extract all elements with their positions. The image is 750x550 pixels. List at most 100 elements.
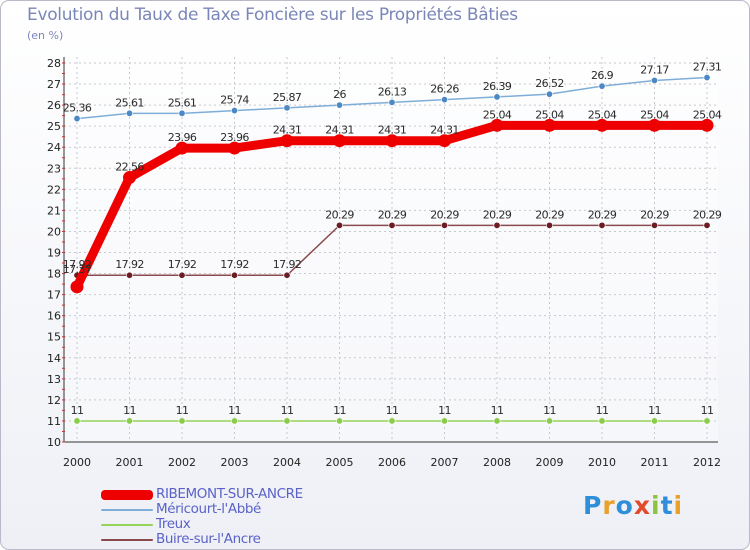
data-label: 11 <box>176 404 189 417</box>
data-label: 20.29 <box>378 208 407 221</box>
y-tick-label: 17 <box>47 289 61 302</box>
data-point-ribemont <box>385 134 399 148</box>
data-point-ribemont <box>438 134 451 148</box>
data-label: 20.29 <box>535 208 564 221</box>
data-point <box>335 417 343 425</box>
data-label: 26 <box>333 88 346 101</box>
data-point <box>493 93 501 101</box>
data-point-ribemont <box>228 141 241 155</box>
y-tick-label: 28 <box>47 57 61 70</box>
data-point <box>598 82 606 90</box>
x-tick-label: 2009 <box>536 456 564 469</box>
data-point-ribemont <box>648 118 661 132</box>
data-point <box>283 104 291 112</box>
data-label: 25.61 <box>168 96 197 109</box>
data-point <box>335 101 343 109</box>
y-tick-label: 22 <box>47 183 61 196</box>
data-label: 27.31 <box>693 61 722 74</box>
data-label: 11 <box>596 404 609 417</box>
data-label: 17.37 <box>63 263 92 276</box>
y-tick-label: 14 <box>47 352 61 365</box>
data-point <box>440 221 448 229</box>
data-label: 25.04 <box>588 108 617 121</box>
data-label: 24.31 <box>325 124 354 137</box>
data-point <box>598 221 606 229</box>
y-tick-label: 25 <box>47 120 61 133</box>
data-label: 26.26 <box>430 83 459 96</box>
data-label: 11 <box>71 404 84 417</box>
y-tick-label: 10 <box>47 436 61 449</box>
logo-letter: r <box>602 491 616 520</box>
x-tick-label: 2006 <box>378 456 406 469</box>
proxiti-logo: Proxiti <box>583 491 683 520</box>
data-point-ribemont <box>595 118 609 132</box>
data-label: 26.9 <box>591 69 614 82</box>
data-label: 17.92 <box>168 258 197 271</box>
data-point <box>388 221 396 229</box>
y-tick-label: 21 <box>47 204 61 217</box>
data-point <box>73 417 81 425</box>
data-point <box>126 417 134 425</box>
data-label: 25.04 <box>693 108 722 121</box>
x-tick-label: 2003 <box>221 456 249 469</box>
data-point <box>440 96 448 104</box>
data-label: 25.04 <box>535 108 564 121</box>
data-label: 11 <box>123 404 136 417</box>
y-tick-label: 19 <box>47 247 61 260</box>
y-tick-label: 15 <box>47 331 61 344</box>
y-tick-label: 24 <box>47 141 61 154</box>
data-label: 20.29 <box>588 208 617 221</box>
data-point-ribemont <box>123 171 136 185</box>
data-point <box>545 417 553 425</box>
legend-swatch-buire <box>101 538 153 541</box>
data-label: 25.04 <box>483 108 512 121</box>
data-point <box>598 417 606 425</box>
data-point <box>493 221 501 229</box>
logo-letter: x <box>633 491 651 520</box>
legend-label-buire: Buire-sur-l'Ancre <box>156 531 261 547</box>
logo-letter: t <box>660 491 674 520</box>
data-point <box>231 417 239 425</box>
data-label: 17.92 <box>115 258 144 271</box>
y-tick-label: 27 <box>47 78 61 91</box>
data-label: 20.29 <box>483 208 512 221</box>
logo-letter: i <box>651 491 661 520</box>
data-point <box>126 271 134 279</box>
data-point <box>388 98 396 106</box>
legend-label-ribemont: RIBEMONT-SUR-ANCRE <box>156 486 303 502</box>
x-tick-label: 2011 <box>641 456 669 469</box>
data-point-ribemont <box>700 118 714 132</box>
data-label: 25.04 <box>640 108 669 121</box>
data-point <box>440 417 448 425</box>
data-label: 11 <box>648 404 661 417</box>
logo-letter: i <box>673 491 684 520</box>
data-point <box>178 417 186 425</box>
logo-letter: o <box>615 491 634 520</box>
data-point-ribemont <box>333 134 346 148</box>
y-tick-label: 13 <box>47 373 61 386</box>
data-point <box>703 417 711 425</box>
legend-swatch-ribemont <box>101 489 153 500</box>
x-tick-label: 2001 <box>116 456 144 469</box>
data-label: 24.31 <box>430 124 459 137</box>
data-label: 11 <box>333 404 346 417</box>
data-point <box>493 417 501 425</box>
plot-area <box>64 57 718 442</box>
legend-swatch-treux <box>101 523 153 526</box>
y-tick-label: 16 <box>47 310 61 323</box>
x-tick-label: 2005 <box>326 456 354 469</box>
data-label: 20.29 <box>430 208 459 221</box>
data-label: 22.56 <box>115 161 144 174</box>
data-label: 23.96 <box>168 131 197 144</box>
data-label: 27.17 <box>640 63 669 76</box>
data-label: 11 <box>701 404 714 417</box>
x-tick-label: 2000 <box>63 456 91 469</box>
data-label: 11 <box>491 404 504 417</box>
data-label: 25.87 <box>273 91 302 104</box>
data-label: 24.31 <box>273 124 302 137</box>
y-tick-label: 26 <box>47 99 61 112</box>
x-tick-label: 2007 <box>431 456 459 469</box>
data-label: 26.52 <box>535 77 564 90</box>
legend-label-treux: Treux <box>156 516 191 532</box>
